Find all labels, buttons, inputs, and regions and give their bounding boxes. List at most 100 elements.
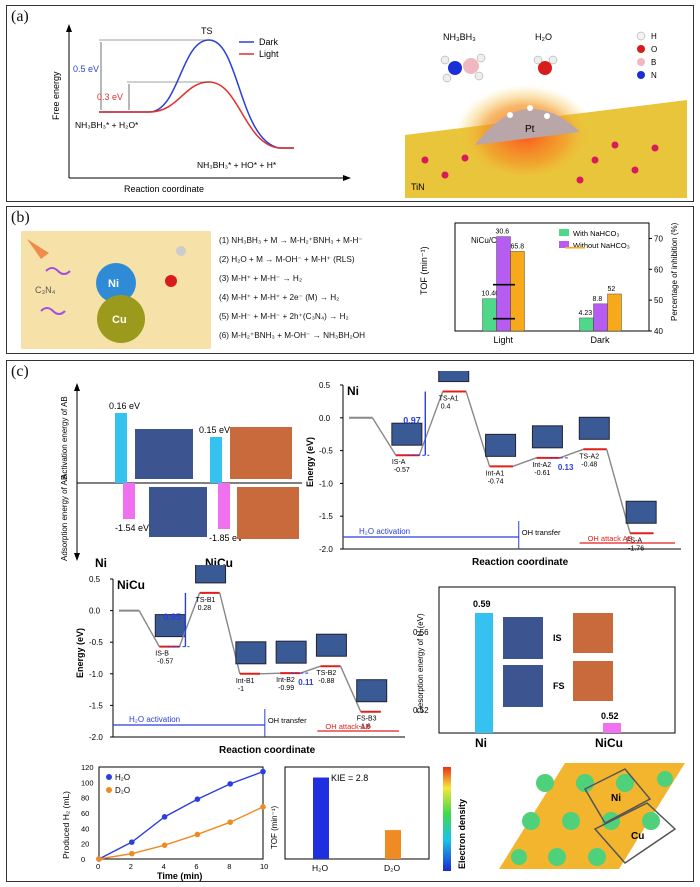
data-point [194,831,201,838]
x-axis-label: Reaction coordinate [219,745,316,756]
state-value: -0.48 [581,461,597,468]
profile-connector [418,391,444,456]
category-label: Dark [591,335,611,345]
panel-c-label: (c) [11,363,29,380]
profile-connector [178,592,201,647]
panel-a-label: (a) [11,8,29,25]
is-label: IS [553,633,562,643]
y-tick-label: 40 [81,824,89,833]
x-axis-label: Reaction coordinate [472,557,569,568]
x-tick-label: 4 [162,862,166,871]
reaction-1: (1) NH₃BH₃ + M → M-H₂⁺BNH₃ + M-H⁻ [219,236,363,245]
reaction-2: (2) H₂O + M → M-OH⁻ + M-H⁺ (RLS) [219,255,355,264]
ni-desorption-bar [475,613,493,733]
stage-label: OH transfer [268,716,307,725]
y-tick-label: -1.5 [319,512,333,521]
barrier-2-label: 0.13 [558,463,574,472]
y2-tick-label: 70 [654,234,663,243]
adsorption-activation-chart: Activation energy of AB Adsorption energ… [60,383,302,569]
panel-b-label: (b) [11,209,30,226]
y-tick-label: -1.5 [89,701,103,710]
state-value: -0.74 [488,478,504,485]
state-name: Int-A1 [486,470,505,477]
data-point [227,781,233,787]
state-value: -0.88 [318,678,334,685]
legend-marker [106,787,112,793]
h2-production-chart: Produced H₂ (mL)Time (min)02040608010012… [61,763,268,881]
desorption-energy-chart: Desorption energy of H (eV) 0.56 0.52 0.… [413,586,676,750]
legend-label: H₂O [115,773,130,782]
tof-bar [593,303,608,332]
category-label: H₂O [312,863,328,873]
legend-marker [106,774,112,780]
inhibition-bar [607,293,622,332]
y-tick-label: -0.5 [89,638,103,647]
y-axis-label: TOF (min⁻¹) [270,805,279,849]
y-tick-label: -1.0 [319,479,333,488]
stage-label: H₂O activation [129,715,180,724]
profile-connector [512,457,537,468]
light-curve [99,81,294,149]
y-tick-label: -1.0 [89,670,103,679]
legend-label: Without NaHCO₃ [573,241,630,250]
product-label: NH₃BH₃* + HO* + H* [197,160,277,170]
category-label: D₂O [384,863,400,873]
density-cu-label: Cu [631,831,644,842]
structure-snapshot [485,433,517,457]
x-tick-label: 8 [227,862,231,871]
data-point [260,804,266,810]
state-value: -0.57 [394,467,410,474]
adsorption-axis-label: Adsorption energy of AB [60,475,69,561]
series-line [98,770,264,860]
atom-legend-o: O [651,45,657,54]
data-point [96,856,102,862]
structure-snapshot [625,500,657,524]
legend-light: Light [259,49,279,59]
desorption-ylabel: Desorption energy of H (eV) [416,613,425,713]
x-axis-label: Time (min) [157,871,202,881]
pt-tin-illustration: Pt TiN NH₃BH₃ H₂O H O B N [405,31,687,198]
barrier-1-label: 0.97 [403,415,421,425]
kie-bar [313,777,329,859]
atom-legend-b: B [651,58,656,67]
y-tick-label: 20 [81,840,89,849]
state-value: 0.28 [198,605,212,612]
stage-label: OH attack AB [588,534,633,543]
y-tick-label: 0.5 [319,381,331,390]
atom-legend-h: H [651,32,657,41]
ni-desorption-name: Ni [475,736,487,750]
tof-inhibition-chart: NiCu/CNS TOF (min⁻¹) Percentage of inhibit… [419,222,679,345]
x-tick-label: 10 [260,862,268,871]
state-name: FS-A [626,537,642,544]
structure-snapshot [531,425,563,449]
profile-connector [339,665,362,713]
density-ni-label: Ni [611,793,621,804]
kie-bar-chart: KIE = 2.8 TOF (min⁻¹) H₂O D₂O [270,766,430,873]
desorption-ytick-1: 0.56 [413,628,429,637]
plot-frame [98,766,264,860]
ni-activation-bar [115,413,127,483]
xlabel: Reaction coordinate [124,184,204,194]
state-value: -1.76 [628,545,644,552]
structure-snapshot [195,565,227,584]
barrier-2-label: 0.11 [298,678,314,687]
data-point [129,850,135,857]
series-line [98,806,264,860]
tof-bar [482,298,497,332]
legend-swatch [559,241,569,248]
mol2-label: H₂O [535,32,552,42]
nicu-activation-value: 0.15 eV [199,425,230,435]
ni-energy-profile: Ni Energy (eV) Reaction coordinate 0.5 0.0 -0… [305,371,681,568]
reactant-label: NH₃BH₃* + H₂O* [75,120,139,130]
y2-tick-label: 40 [654,327,663,336]
state-name: TS-B1 [196,597,216,604]
desorption-ytick-0: 0.52 [413,706,429,715]
structure-snapshot [315,633,347,657]
y-axis-label: Produced H₂ (mL) [61,791,71,859]
ts-label: TS [201,26,213,36]
panel-b: (b) Ni Cu C₃N₄ (1) NH₃BH₃ + M → M-H₂⁺BNH… [6,206,694,354]
barrier-light: 0.3 eV [97,92,123,102]
y-tick-label: 0 [81,855,85,864]
state-name: TS-A1 [439,396,459,403]
structure-snapshot [275,640,307,664]
